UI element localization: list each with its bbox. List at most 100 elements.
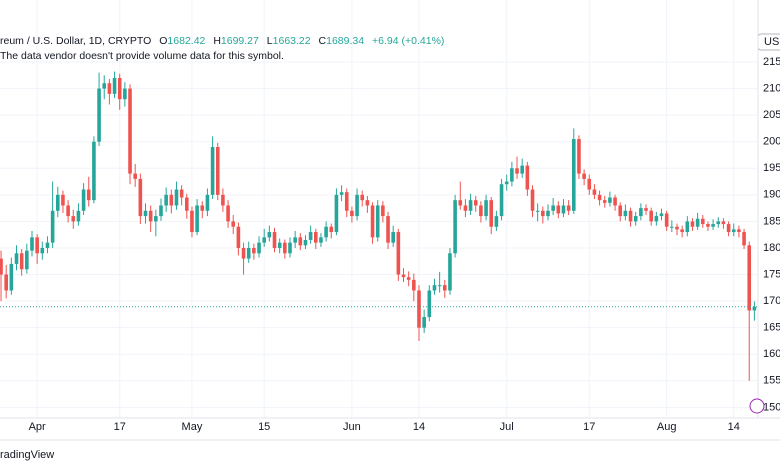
- candle-body: [360, 194, 365, 201]
- candle-body: [556, 205, 561, 214]
- x-tick-label: May: [182, 421, 203, 433]
- candle-body: [128, 88, 132, 174]
- candle-body: [293, 237, 297, 243]
- candle-body: [700, 218, 705, 225]
- candle-body: [231, 221, 236, 227]
- candle-body: [215, 147, 220, 195]
- candle-body: [613, 197, 617, 206]
- y-tick-label: 1950: [763, 162, 780, 174]
- candle-body: [504, 181, 509, 185]
- candle-body: [499, 184, 504, 217]
- x-tick-label: Aug: [657, 421, 677, 433]
- candle-body: [437, 285, 442, 287]
- l-key: L: [266, 35, 273, 47]
- candle-body: [143, 210, 148, 217]
- candle-body: [551, 205, 555, 211]
- candle-body: [695, 218, 700, 227]
- candle-body: [401, 274, 406, 278]
- candle-body: [489, 200, 494, 227]
- candle-body: [396, 232, 401, 275]
- candle-body: [221, 194, 225, 206]
- candle-body: [664, 213, 669, 227]
- candle-body: [561, 205, 566, 214]
- candle-body: [494, 216, 499, 227]
- candle-body: [0, 258, 3, 275]
- x-tick-label: 17: [114, 421, 126, 433]
- candle-body: [14, 253, 19, 264]
- candle-body: [112, 77, 117, 94]
- candle-body: [262, 237, 266, 243]
- candle-body: [381, 205, 385, 217]
- y-tick-label: 1850: [763, 215, 780, 227]
- candle-body: [391, 232, 395, 243]
- candle-body: [737, 229, 741, 233]
- y-tick-label: 1650: [763, 322, 780, 334]
- candle-body: [257, 242, 261, 254]
- candle-body: [195, 205, 199, 233]
- candle-body: [76, 210, 81, 222]
- candle-body: [726, 224, 731, 233]
- candle-body: [355, 194, 359, 217]
- candle-body: [670, 226, 674, 228]
- y-tick-label: 1800: [763, 242, 780, 254]
- candle-body: [66, 205, 70, 217]
- y-tick-label: 2100: [763, 82, 780, 94]
- c-value: 1689.34: [326, 35, 365, 47]
- candle-body: [35, 237, 39, 254]
- legend-line: reum / U.S. Dollar, 1D, CRYPTO O1682.42 …: [0, 35, 444, 47]
- candle-body: [597, 194, 602, 201]
- x-tick-label: 14: [728, 421, 740, 433]
- candle-body: [50, 210, 55, 243]
- candle-body: [644, 208, 648, 211]
- candle-body: [55, 194, 60, 211]
- candle-body: [530, 189, 535, 211]
- candle-body: [566, 205, 571, 211]
- candle-body: [628, 210, 633, 222]
- candle-body: [164, 194, 168, 206]
- candle-body: [535, 210, 540, 212]
- candle-body: [541, 210, 545, 217]
- symbol: reum / U.S. Dollar, 1D, CRYPTO: [0, 35, 152, 47]
- candle-body: [448, 253, 452, 291]
- candle-body: [582, 173, 586, 179]
- o-key: O: [159, 35, 168, 47]
- candle-body: [432, 285, 437, 291]
- brand: radingView: [0, 449, 54, 461]
- candle-body: [463, 205, 468, 211]
- candle-body: [690, 221, 695, 227]
- candle-body: [97, 88, 101, 142]
- candle-body: [731, 229, 736, 233]
- y-tick-label: 1500: [763, 401, 780, 413]
- candle-body: [442, 285, 447, 291]
- candle-body: [154, 216, 158, 222]
- candle-body: [608, 197, 612, 203]
- candle-body: [25, 250, 29, 270]
- candle-body: [102, 83, 107, 89]
- candle-body: [226, 205, 230, 222]
- events-badge[interactable]: [749, 398, 765, 414]
- candle-body: [680, 229, 684, 233]
- candle-body: [453, 200, 457, 254]
- candle-body: [86, 189, 91, 201]
- candle-body: [592, 189, 597, 195]
- candle-body: [313, 232, 318, 243]
- candle-body: [752, 306, 757, 311]
- currency-label[interactable]: USD: [764, 36, 780, 48]
- candle-body: [479, 205, 483, 217]
- h-key: H: [213, 35, 221, 47]
- candle-body: [267, 232, 272, 238]
- x-tick-label: Jun: [343, 421, 361, 433]
- candle-body: [339, 192, 344, 195]
- candle-body: [649, 210, 653, 222]
- candle-body: [107, 83, 112, 94]
- y-tick-label: 2150: [763, 56, 780, 68]
- candle-body: [303, 240, 308, 246]
- candle-body: [427, 290, 432, 318]
- candle-body: [81, 189, 86, 211]
- candle-body: [61, 194, 65, 206]
- change: +6.94 (+0.41%): [372, 35, 445, 47]
- candle-body: [329, 226, 334, 233]
- y-tick-label: 1600: [763, 348, 780, 360]
- candle-body: [159, 205, 163, 217]
